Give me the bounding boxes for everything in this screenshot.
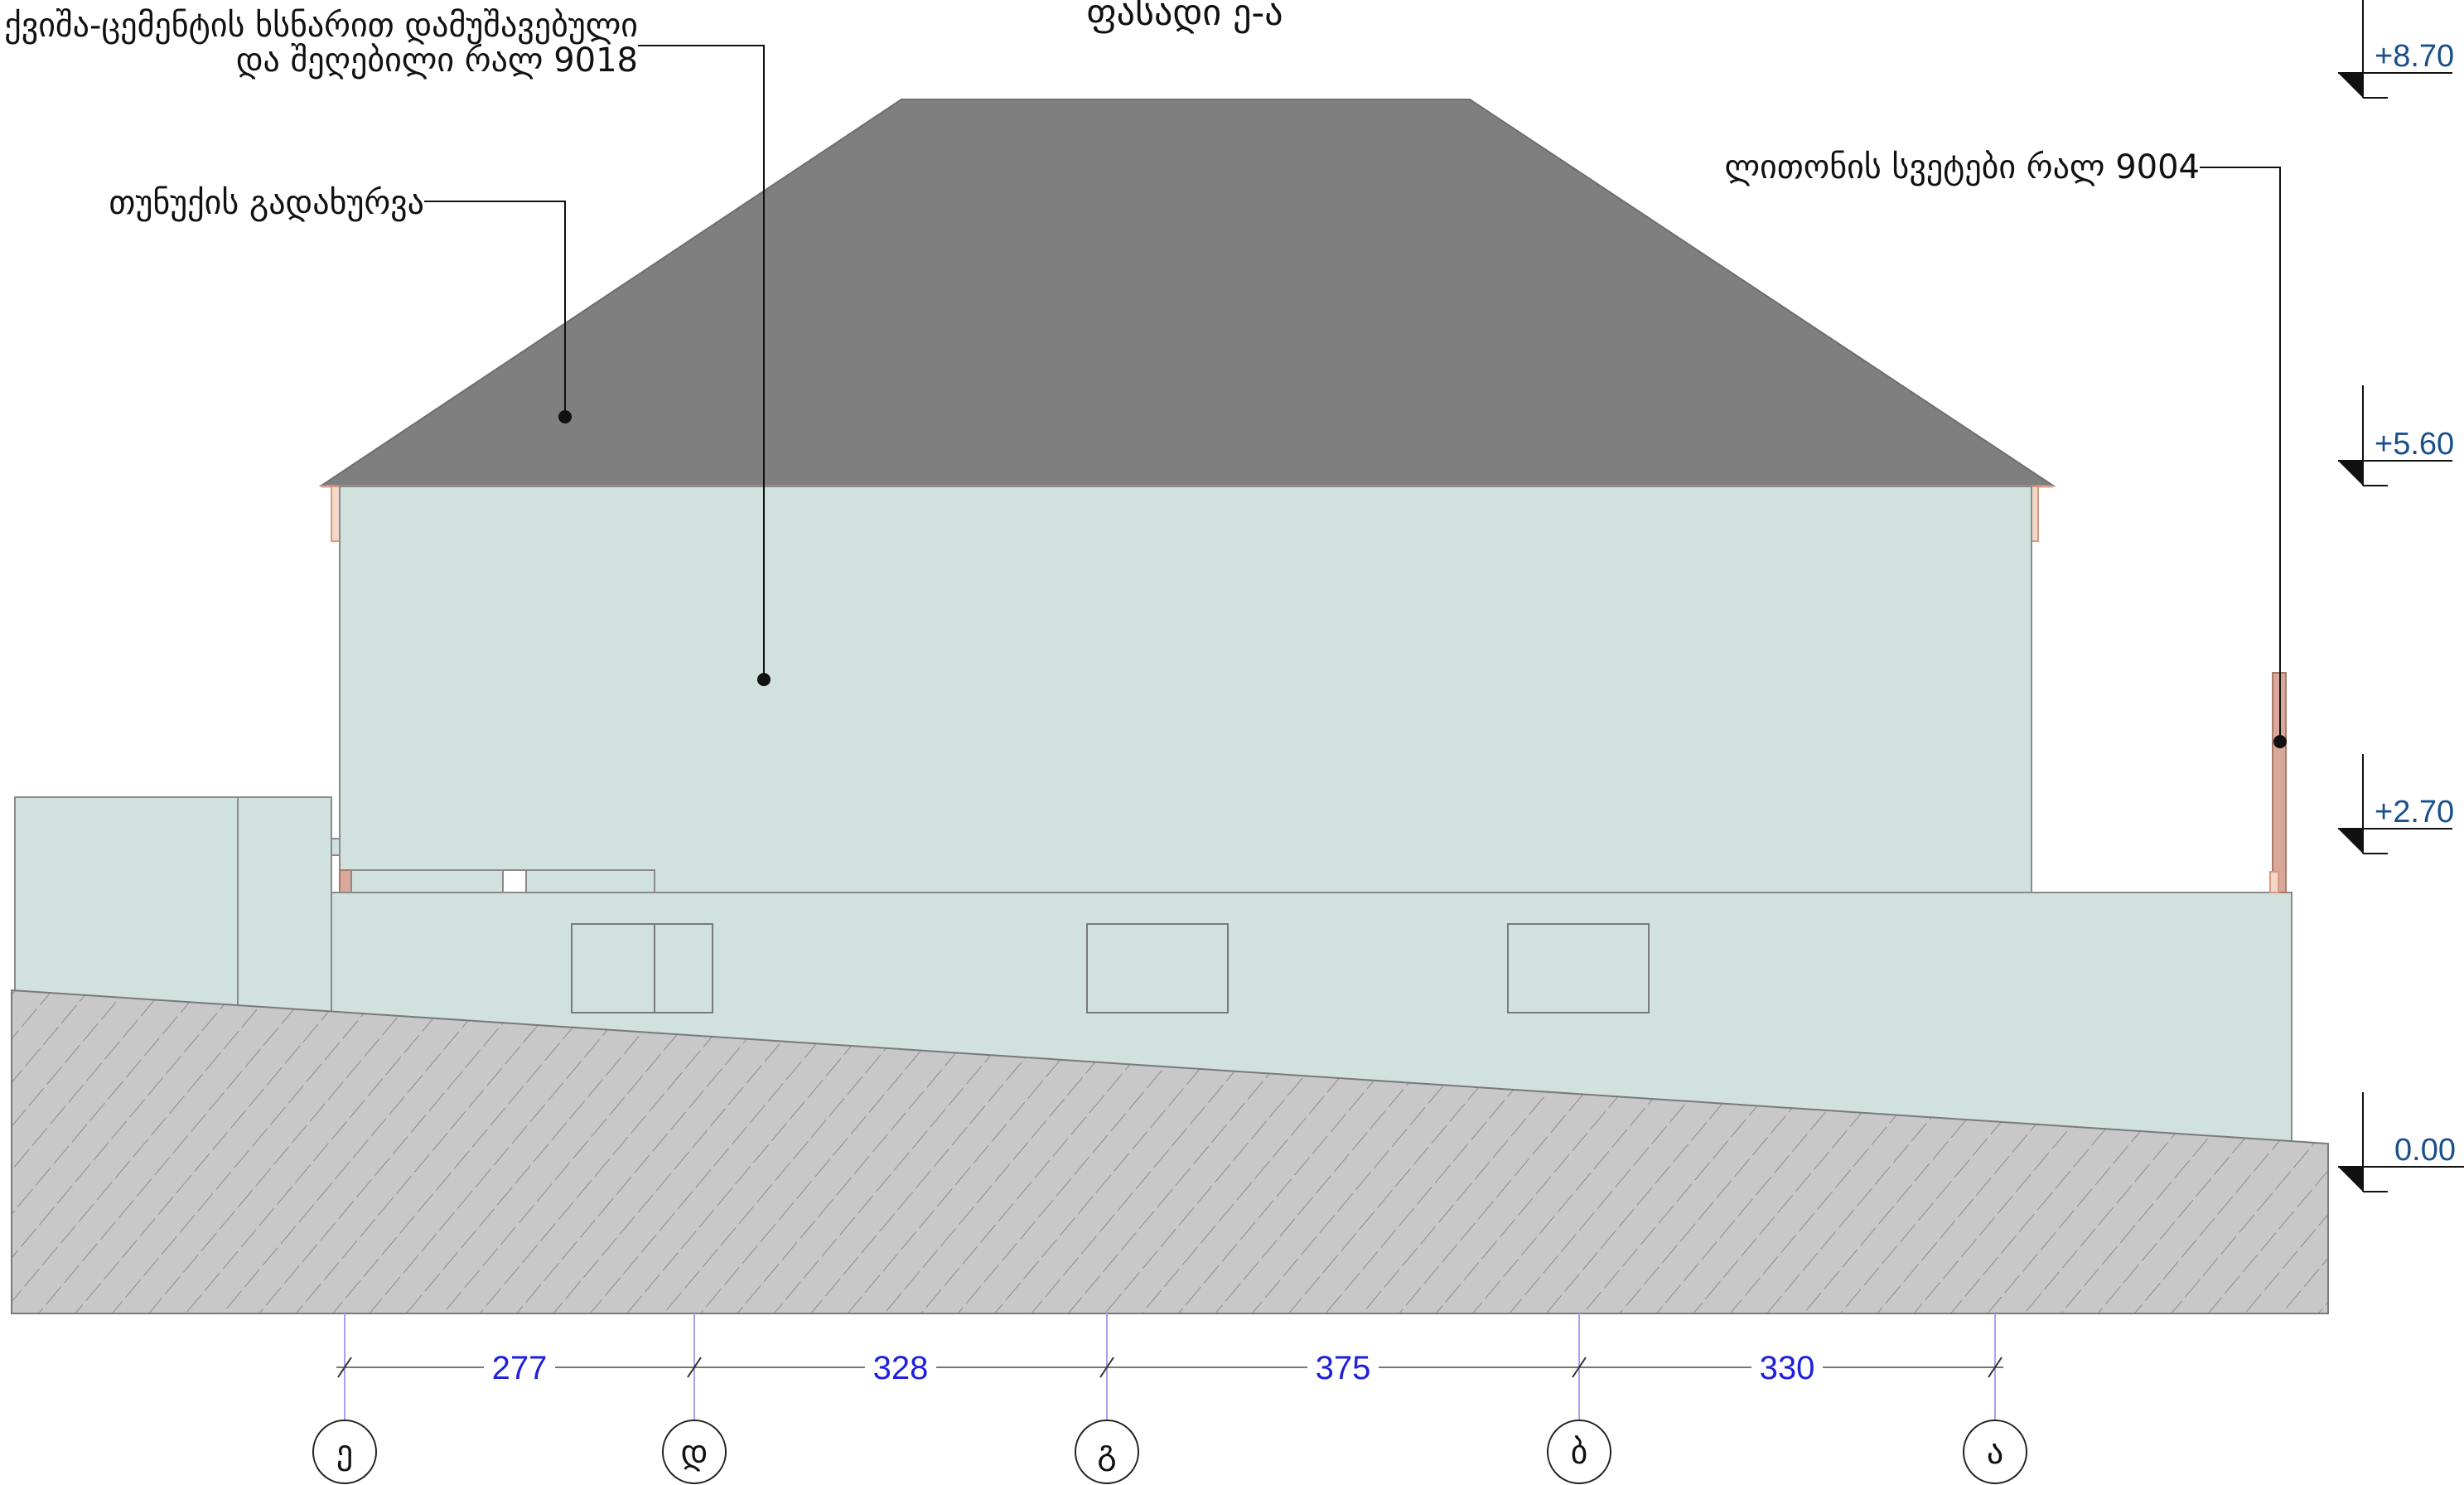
dimension-label: 375: [1316, 1350, 1371, 1386]
window-1: [571, 923, 713, 1013]
gutter-left: [331, 486, 341, 542]
roof-callout: თუნუქის გადახურვა: [109, 184, 424, 222]
dimension-label: 277: [492, 1350, 548, 1386]
left-post: [339, 869, 352, 894]
axis-bubble: [662, 1420, 727, 1484]
dimension-label: 330: [1760, 1350, 1815, 1386]
column-leader-dot: [2273, 735, 2287, 748]
facade-callout-line1: ქვიშა-ცემენტის ხსნარით დამუშავებული: [4, 7, 638, 45]
axis-label: ბ: [1571, 1434, 1588, 1472]
axis-label: ე: [336, 1434, 353, 1472]
level-label: +2.70: [2375, 795, 2454, 830]
level-marker-870: +8.70: [2338, 0, 2454, 99]
facade-leader: [638, 45, 765, 680]
left-trim: [331, 838, 341, 856]
level-label: +8.70: [2375, 39, 2454, 74]
column-base: [2269, 871, 2279, 893]
facade-callout-line2: და შეღებილი რალ 9018: [236, 41, 638, 80]
axis-bubble: [1075, 1420, 1139, 1484]
annex-wall: [14, 796, 332, 1013]
roof-leader-dot: [558, 410, 572, 423]
window-2: [1086, 923, 1229, 1013]
roof-leader: [424, 201, 566, 417]
column-leader: [2200, 167, 2281, 742]
facade-leader-dot: [757, 673, 771, 686]
drawing-title: ფასადი ე-ა: [1086, 0, 1283, 34]
ground-section: [11, 989, 2329, 1314]
axis-bubble: [1963, 1420, 2027, 1484]
level-marker-270: +2.70: [2338, 754, 2454, 854]
railing-gap: [502, 869, 527, 894]
axis-bubble: [312, 1420, 377, 1484]
axis-label: გ: [1097, 1434, 1116, 1472]
level-label: 0.00: [2394, 1133, 2456, 1168]
dimension-chain: [336, 1357, 2003, 1378]
level-marker-560: +5.60: [2338, 385, 2454, 486]
upper-wall: [339, 486, 2032, 893]
level-label: +5.60: [2375, 427, 2454, 462]
axis-label: დ: [681, 1434, 708, 1472]
dimension-label: 328: [873, 1350, 929, 1386]
column-callout: ლითონის სვეტები რალ 9004: [1724, 148, 2200, 186]
window-3: [1507, 923, 1650, 1013]
axis-label: ა: [1987, 1434, 2003, 1472]
level-marker-000: 0.00: [2338, 1092, 2464, 1192]
axis-bubble: [1547, 1420, 1611, 1484]
